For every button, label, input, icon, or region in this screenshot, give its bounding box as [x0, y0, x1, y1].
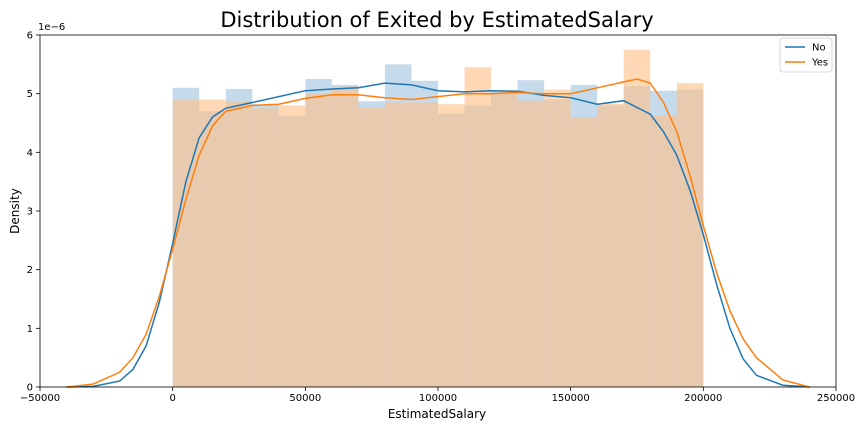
hist-bar-yes-6 [331, 86, 359, 388]
x-tick-label: 100000 [419, 393, 457, 404]
hist-bar-yes-17 [623, 49, 651, 388]
hist-bar-yes-3 [252, 108, 279, 387]
hist-bar-yes-16 [597, 103, 624, 387]
hist-bar-yes-18 [650, 115, 677, 387]
hist-bar-yes-7 [358, 107, 385, 387]
y-tick-label: 0 [27, 383, 33, 394]
hist-bar-yes-5 [305, 93, 332, 388]
x-tick-label: 150000 [552, 393, 590, 404]
y-tick-label: 1 [27, 324, 33, 335]
hist-bar-yes-19 [676, 83, 704, 388]
y-tick-label: 3 [27, 207, 33, 218]
hist-bar-yes-0 [172, 99, 200, 388]
kde-line-no [66, 82, 810, 388]
x-tick-label: 200000 [684, 393, 722, 404]
x-tick-label: −50000 [20, 393, 60, 404]
hist-bar-yes-4 [278, 105, 306, 388]
legend-label-yes: Yes [811, 58, 828, 69]
hist-bar-yes-12 [491, 93, 518, 388]
chart-title: Distribution of Exited by EstimatedSalar… [220, 8, 653, 32]
x-axis-title: EstimatedSalary [388, 407, 486, 421]
x-tick-label: 50000 [289, 393, 321, 404]
y-axis-offset-label: 1e−6 [38, 22, 65, 33]
hist-bar-yes-15 [570, 117, 598, 387]
y-tick-label: 5 [27, 89, 33, 100]
plot-area [66, 49, 810, 388]
hist-bar-yes-14 [544, 89, 571, 387]
hist-bar-yes-8 [384, 102, 412, 387]
y-axis-title: Density [8, 188, 22, 234]
hist-bar-yes-9 [411, 102, 438, 387]
legend-label-no: No [812, 43, 826, 54]
axes: −50000 0 50000 100000 150000 200000 2500000123… [20, 31, 855, 405]
hist-bar-yes-10 [438, 104, 465, 387]
x-tick-label: 0 [169, 393, 175, 404]
y-tick-label: 4 [27, 148, 33, 159]
hist-bar-yes-11 [464, 67, 492, 388]
hist-bar-yes-1 [199, 99, 226, 388]
legend: No Yes [779, 37, 833, 73]
hist-bar-yes-2 [225, 101, 253, 387]
histogram-yes [172, 49, 704, 388]
hist-bar-yes-13 [517, 100, 545, 387]
x-tick-label: 250000 [817, 393, 855, 404]
kde-line-yes [66, 78, 810, 388]
y-tick-label: 6 [27, 31, 33, 42]
y-tick-label: 2 [27, 265, 33, 276]
